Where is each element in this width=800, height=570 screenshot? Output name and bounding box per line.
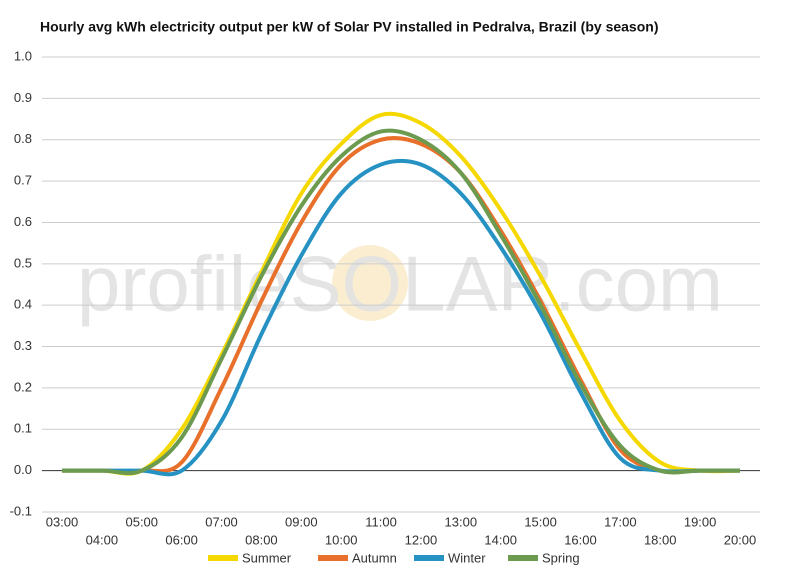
- x-tick-label: 10:00: [325, 532, 358, 547]
- legend-label: Spring: [542, 550, 580, 565]
- y-tick-label: 0.4: [14, 297, 32, 312]
- legend-swatch: [414, 555, 444, 561]
- series-line: [61, 111, 741, 476]
- x-tick-label: 09:00: [285, 514, 318, 529]
- x-tick-label: 17:00: [604, 514, 637, 529]
- legend-swatch: [208, 555, 238, 561]
- x-tick-label: 15:00: [524, 514, 557, 529]
- x-tick-label: 05:00: [125, 514, 158, 529]
- x-tick-label: 13:00: [445, 514, 478, 529]
- series-line: [61, 128, 740, 476]
- legend-label: Winter: [448, 550, 486, 565]
- x-tick-label: 11:00: [365, 514, 397, 529]
- series-line: [61, 158, 740, 477]
- x-tick-label: 04:00: [86, 532, 119, 547]
- chart-title: Hourly avg kWh electricity output per kW…: [40, 19, 658, 35]
- watermark: profileSOLAR.com: [77, 240, 723, 328]
- legend-label: Autumn: [352, 550, 397, 565]
- x-tick-label: 14:00: [484, 532, 517, 547]
- y-tick-label: 0.6: [14, 214, 32, 229]
- x-tick-label: 19:00: [684, 514, 717, 529]
- y-tick-label: 0.2: [14, 379, 32, 394]
- x-tick-label: 18:00: [644, 532, 677, 547]
- x-tick-label: 12:00: [405, 532, 438, 547]
- y-tick-label: 1.0: [14, 48, 32, 63]
- x-tick-label: 08:00: [245, 532, 278, 547]
- series-line: [61, 136, 740, 475]
- legend-swatch: [508, 555, 538, 561]
- legend-swatch: [318, 555, 348, 561]
- y-tick-label: 0.7: [14, 173, 32, 188]
- y-tick-label: 0.3: [14, 338, 32, 353]
- x-tick-label: 06:00: [165, 532, 198, 547]
- x-tick-label: 20:00: [724, 532, 757, 547]
- y-tick-label: 0.5: [14, 255, 32, 270]
- y-tick-label: 0.9: [14, 90, 32, 105]
- x-tick-label: 16:00: [564, 532, 597, 547]
- y-tick-label: 0.8: [14, 131, 32, 146]
- y-tick-label: 0.0: [14, 462, 32, 477]
- x-tick-label: 03:00: [46, 514, 79, 529]
- y-tick-label: 0.1: [14, 421, 32, 436]
- legend-label: Summer: [242, 550, 292, 565]
- x-tick-label: 07:00: [205, 514, 238, 529]
- y-tick-label: -0.1: [10, 503, 32, 518]
